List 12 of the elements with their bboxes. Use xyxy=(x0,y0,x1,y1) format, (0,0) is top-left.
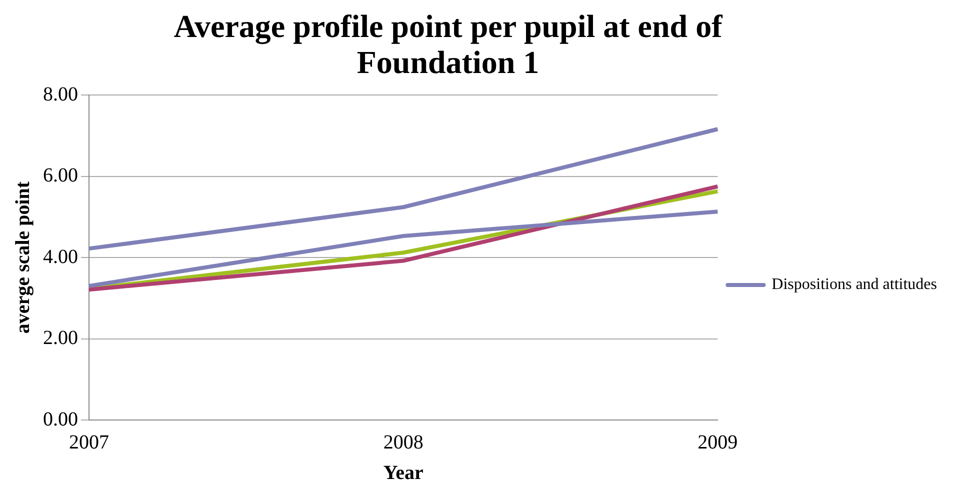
y-tick-label: 2.00 xyxy=(43,327,78,349)
x-axis-title: Year xyxy=(383,462,424,484)
x-tick-label: 2008 xyxy=(383,431,424,454)
x-tick-label: 2007 xyxy=(69,431,109,454)
y-tick-label: 0.00 xyxy=(43,408,78,430)
legend-label: Dispositions and attitudes xyxy=(772,276,937,294)
chart-title: Average profile point per pupil at end of Foundation 1 xyxy=(172,8,724,80)
x-tick-label: 2009 xyxy=(698,431,738,454)
y-tick-label: 4.00 xyxy=(43,246,78,268)
y-tick-label: 6.00 xyxy=(43,164,78,186)
y-tick-label: 8.00 xyxy=(43,83,78,106)
y-axis-title: averge scale point xyxy=(12,181,34,334)
